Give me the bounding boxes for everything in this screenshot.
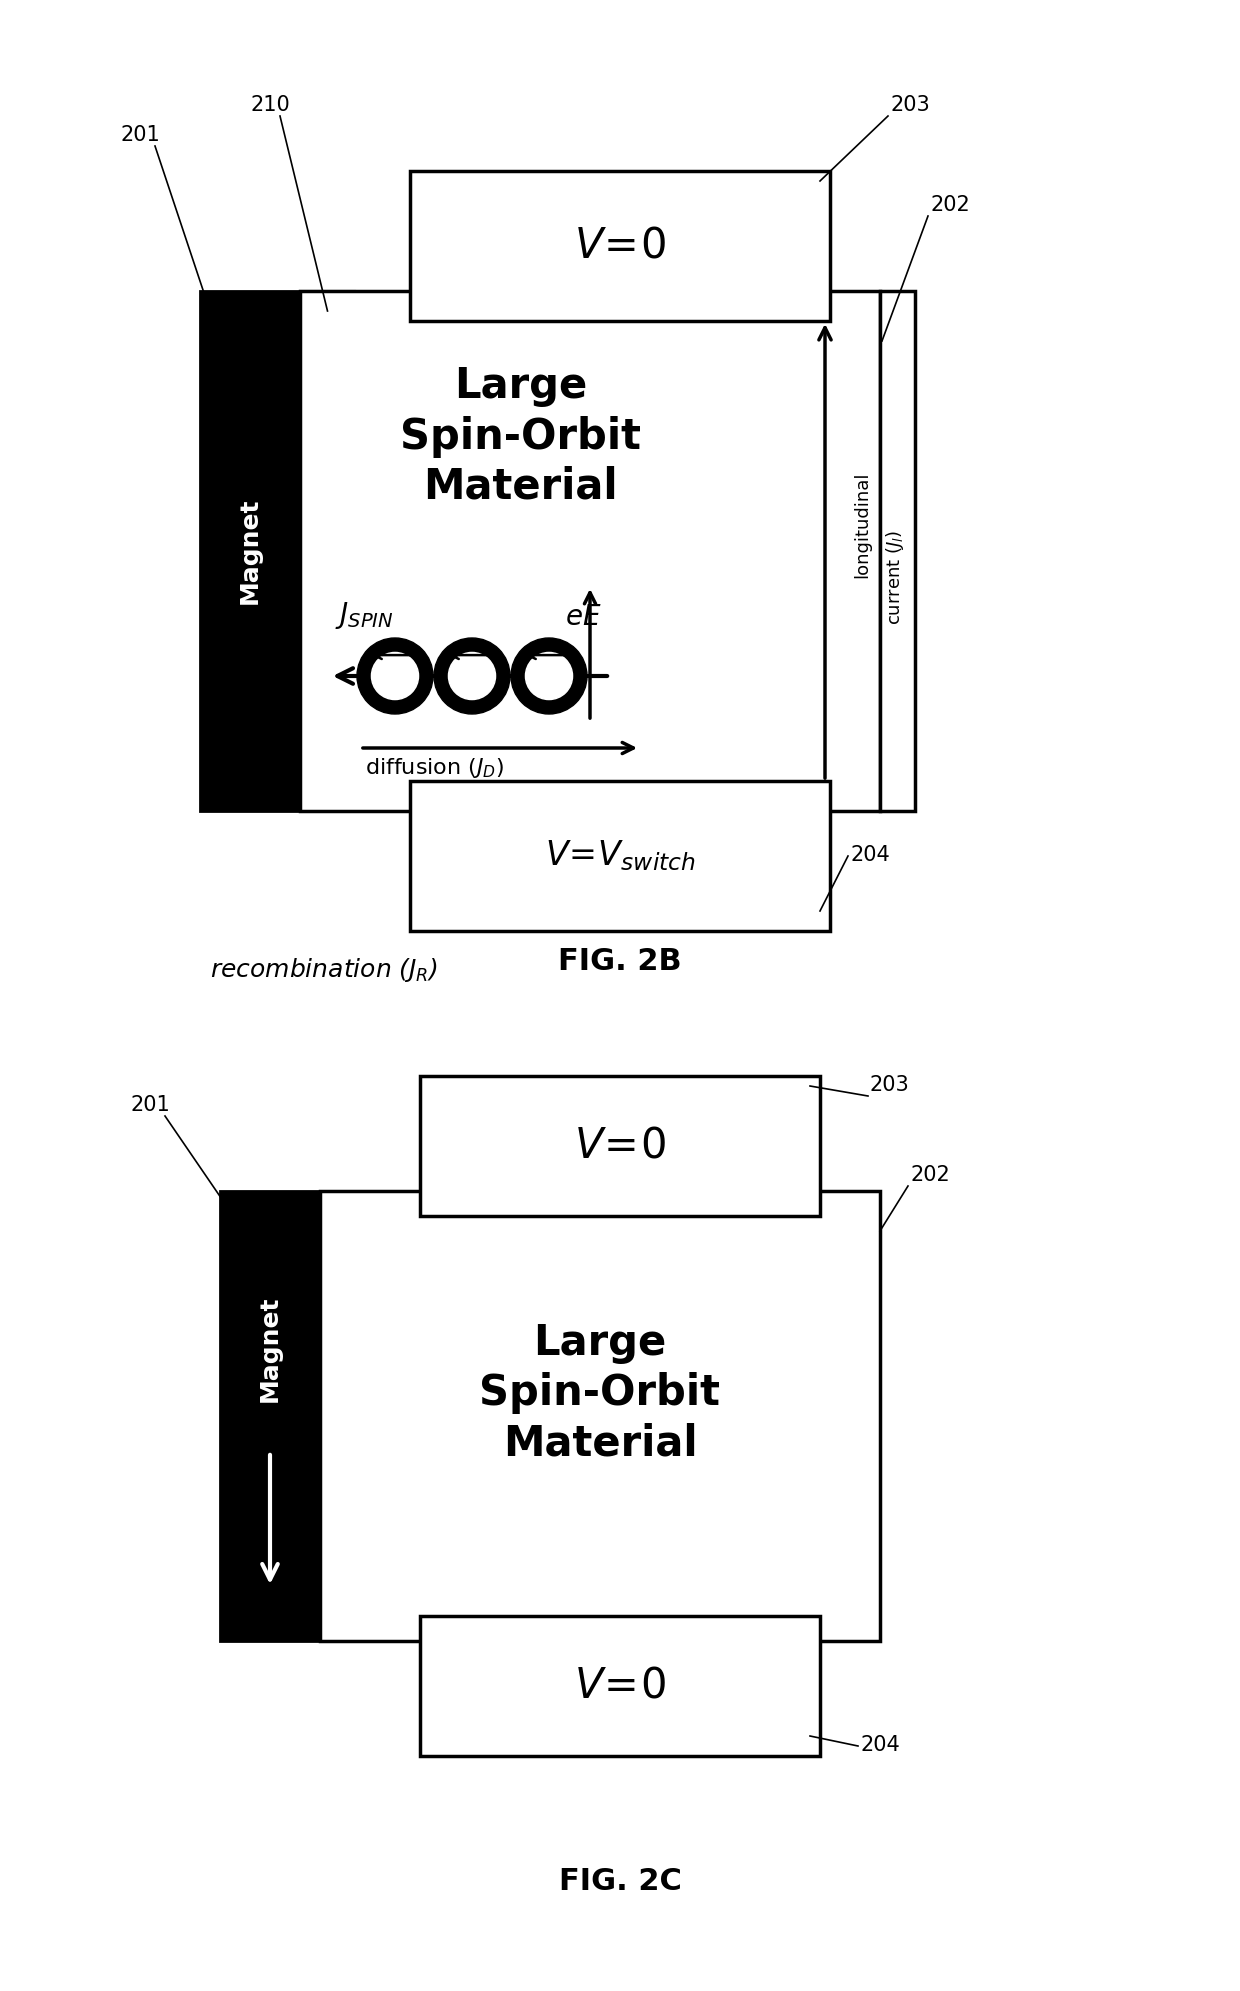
Bar <box>300 291 355 810</box>
Text: Large
Spin-Orbit
Material: Large Spin-Orbit Material <box>399 366 641 508</box>
Text: 201: 201 <box>120 125 160 145</box>
Circle shape <box>449 653 496 699</box>
Text: recombination ($J_R$): recombination ($J_R$) <box>210 956 438 984</box>
Text: 202: 202 <box>930 195 970 215</box>
Bar <box>219 1191 320 1641</box>
Circle shape <box>372 653 419 699</box>
Text: FIG. 2B: FIG. 2B <box>558 946 682 976</box>
Text: Magnet: Magnet <box>258 1296 281 1402</box>
Text: $J_{SPIN}$: $J_{SPIN}$ <box>335 599 393 631</box>
Bar <box>880 291 915 810</box>
Text: diffusion ($J_D$): diffusion ($J_D$) <box>365 757 505 780</box>
Bar <box>200 291 300 810</box>
Text: 204: 204 <box>861 1734 900 1754</box>
Text: $V\!=\!0$: $V\!=\!0$ <box>574 225 666 267</box>
Text: $V\!=\!0$: $V\!=\!0$ <box>574 1664 666 1706</box>
Bar <box>320 1191 880 1641</box>
Circle shape <box>511 637 587 715</box>
Text: FIG. 2C: FIG. 2C <box>558 1866 682 1895</box>
Text: $V\!=\!V_{switch}$: $V\!=\!V_{switch}$ <box>544 838 696 874</box>
Bar <box>410 171 830 321</box>
Text: 210: 210 <box>250 96 290 115</box>
Text: Large
Spin-Orbit
Material: Large Spin-Orbit Material <box>480 1322 720 1465</box>
Bar <box>420 1075 820 1217</box>
Circle shape <box>357 637 433 715</box>
Text: Magnet: Magnet <box>238 498 262 603</box>
Text: 202: 202 <box>910 1165 950 1185</box>
Text: 201: 201 <box>130 1095 170 1115</box>
Text: current ($J_l$): current ($J_l$) <box>884 530 906 625</box>
Text: 203: 203 <box>870 1075 910 1095</box>
Bar <box>300 291 880 810</box>
Text: $V\!=\!0$: $V\!=\!0$ <box>574 1125 666 1167</box>
Text: 204: 204 <box>849 844 890 864</box>
Text: longitudinal: longitudinal <box>853 472 870 577</box>
Text: $eE$: $eE$ <box>565 603 601 631</box>
Bar <box>410 780 830 932</box>
Circle shape <box>526 653 573 699</box>
Text: 203: 203 <box>890 96 930 115</box>
Bar <box>420 1617 820 1756</box>
Circle shape <box>434 637 510 715</box>
